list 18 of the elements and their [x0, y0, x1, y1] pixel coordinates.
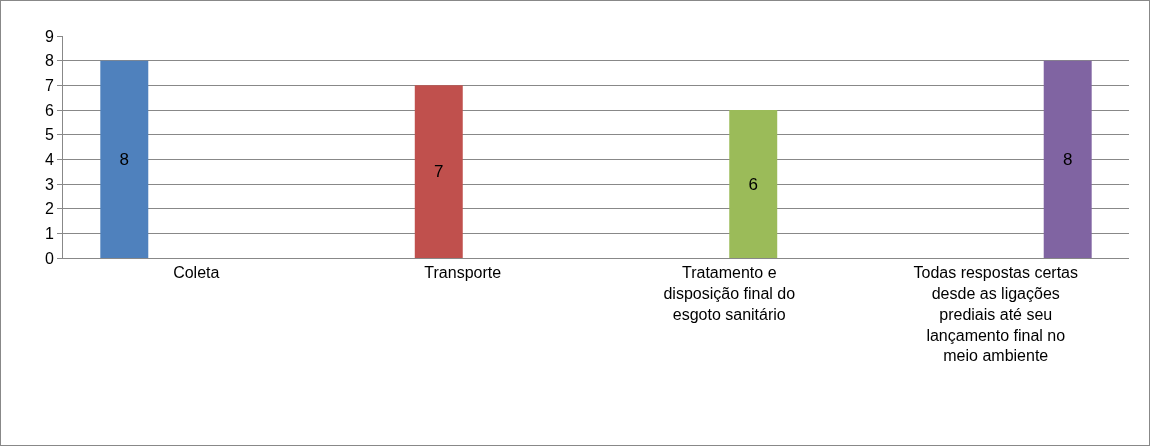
- y-tick-label: 0: [44, 249, 54, 267]
- x-tick-label: Todas respostas certas desde as ligações prediais até seu lançamento final no meio ambiente: [913, 264, 1079, 365]
- x-tick-label: Coleta: [173, 264, 220, 282]
- y-tick-label: 9: [44, 27, 54, 45]
- data-label: 7: [434, 162, 444, 182]
- data-label: 6: [748, 174, 758, 194]
- y-tick-label: 5: [44, 126, 54, 144]
- y-tick-label: 4: [44, 150, 54, 168]
- x-tick-label: Transporte: [424, 264, 502, 282]
- y-tick-label: 7: [44, 76, 54, 94]
- y-tick-label: 8: [44, 52, 54, 70]
- data-label: 8: [1062, 149, 1073, 169]
- y-tick-label: 2: [44, 200, 54, 218]
- x-tick-label: Tratamento e disposição final do esgoto sanitário: [663, 264, 796, 323]
- y-tick-label: 6: [44, 101, 54, 119]
- data-label: 8: [119, 149, 130, 169]
- y-tick-label: 3: [44, 175, 54, 193]
- y-tick-label: 1: [44, 224, 54, 242]
